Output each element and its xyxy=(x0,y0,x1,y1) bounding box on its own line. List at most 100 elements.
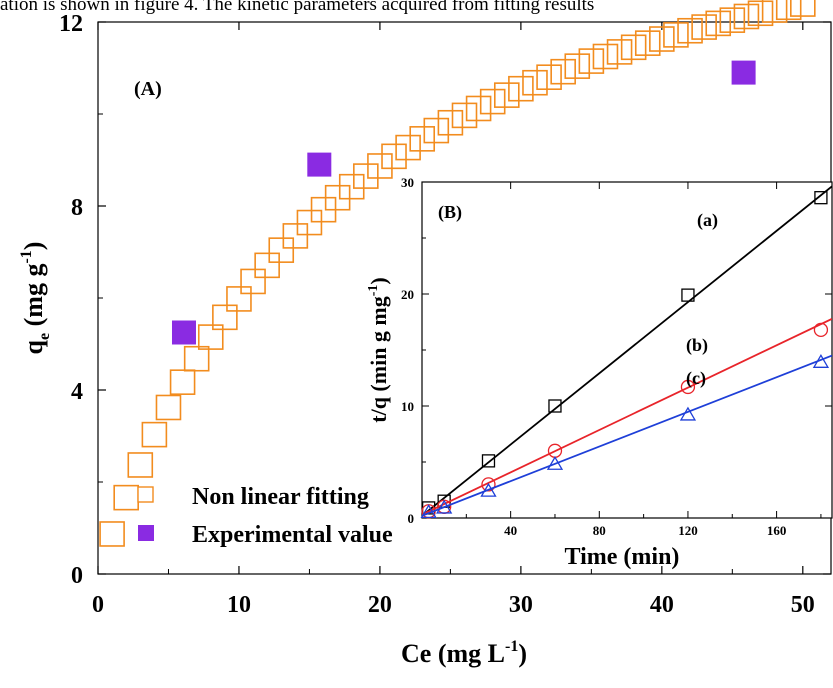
fit-line-a xyxy=(422,185,832,517)
fit-point xyxy=(99,521,125,547)
fit-point xyxy=(536,64,562,90)
series-c-label: (c) xyxy=(686,368,706,389)
series-a-point xyxy=(481,454,496,468)
main-x-tick-label: 40 xyxy=(650,592,674,618)
fit-point xyxy=(155,394,182,421)
fit-point xyxy=(437,109,464,136)
panel-b-label: (B) xyxy=(438,202,462,223)
fit-point xyxy=(479,88,506,115)
fit-point xyxy=(790,0,816,17)
fit-point xyxy=(282,223,309,249)
inset-y-tick-label: 0 xyxy=(408,511,415,526)
series-c-point xyxy=(420,504,437,519)
fit-point xyxy=(141,421,168,448)
fit-line-c xyxy=(422,354,832,517)
legend-exp-label: Experimental value xyxy=(192,522,393,548)
fit-point xyxy=(212,304,238,331)
fit-point xyxy=(423,117,450,144)
panel-a-label: (A) xyxy=(134,78,162,100)
fit-point xyxy=(240,268,266,295)
main-fit-series xyxy=(99,0,816,547)
series-b-label: (b) xyxy=(686,335,708,356)
fit-point xyxy=(493,82,520,108)
fit-point xyxy=(183,345,210,372)
fit-point xyxy=(381,143,407,170)
inset-x-tick-label: 120 xyxy=(678,523,698,538)
main-y-tick-label: 12 xyxy=(59,11,83,37)
fit-point xyxy=(508,75,534,102)
fit-point xyxy=(113,484,139,511)
fit-point xyxy=(409,126,436,152)
series-a-label: (a) xyxy=(697,210,718,231)
fit-point xyxy=(324,184,351,211)
legend-fit-marker xyxy=(137,486,154,503)
series-b-point xyxy=(680,379,696,395)
fit-point xyxy=(775,0,802,21)
fit-point xyxy=(747,0,774,27)
legend-exp-marker xyxy=(138,525,154,541)
inset-y-tick-label: 10 xyxy=(401,399,414,414)
inset-x-tick-label: 40 xyxy=(504,523,517,538)
fit-point xyxy=(663,22,689,48)
fit-point xyxy=(338,173,365,200)
fit-point xyxy=(761,0,788,23)
inset-series xyxy=(420,185,832,519)
legend-fit-label: Non linear fitting xyxy=(192,484,369,510)
main-legend: Non linear fitting Experimental value xyxy=(137,484,393,548)
series-c-point xyxy=(436,499,453,514)
fit-point xyxy=(733,3,760,30)
fit-point xyxy=(649,26,675,52)
main-x-tick-label: 50 xyxy=(791,592,815,618)
series-a-point xyxy=(681,288,695,302)
experimental-point xyxy=(731,60,756,85)
main-x-tick-label: 20 xyxy=(368,592,392,618)
fit-point xyxy=(564,53,591,79)
main-experimental-series xyxy=(171,60,756,345)
fit-point xyxy=(620,34,647,61)
inset-x-axis-label: Time (min) xyxy=(565,544,680,570)
fit-point xyxy=(691,14,717,40)
main-y-tick-label: 8 xyxy=(71,195,83,221)
fit-point xyxy=(296,209,323,236)
inset-x-tick-label: 80 xyxy=(593,523,606,538)
inset-x-tick-label: 160 xyxy=(767,523,787,538)
series-b-point xyxy=(481,477,496,492)
fit-point xyxy=(465,95,492,122)
fit-point xyxy=(677,17,703,44)
series-b-point xyxy=(813,322,829,337)
main-y-axis-label: qe (mg g-1) xyxy=(18,242,53,355)
fit-point xyxy=(550,58,576,85)
fit-point xyxy=(705,10,732,37)
fit-point xyxy=(522,69,548,96)
experimental-point xyxy=(171,320,196,345)
main-x-tick-label: 10 xyxy=(227,592,251,618)
fit-point xyxy=(353,163,379,189)
fit-point xyxy=(395,134,421,161)
main-y-tick-label: 4 xyxy=(71,379,83,405)
series-a-point xyxy=(548,399,562,413)
page-header-text: ation is shown in figure 4. The kinetic … xyxy=(0,0,595,15)
fit-point xyxy=(197,324,224,350)
fit-point xyxy=(719,7,746,33)
fit-point xyxy=(592,43,619,70)
main-x-tick-label: 30 xyxy=(509,592,533,618)
fit-point xyxy=(367,153,393,179)
inset-y-tick-label: 20 xyxy=(401,287,414,302)
fit-point xyxy=(169,369,196,395)
series-c-point xyxy=(812,354,830,368)
fit-point xyxy=(268,237,295,263)
series-c-point xyxy=(546,455,564,470)
series-c-point xyxy=(679,406,697,421)
inset-y-tick-label: 30 xyxy=(401,175,414,190)
fit-point xyxy=(578,48,605,74)
main-x-axis-label: Ce (mg L-1) xyxy=(401,638,527,668)
fit-point xyxy=(254,252,280,279)
fit-point xyxy=(127,452,154,478)
main-y-tick-label: 0 xyxy=(71,563,83,589)
inset-y-axis-label: t/q (min g mg-1) xyxy=(366,277,391,423)
fit-point xyxy=(606,39,633,65)
fit-line-b xyxy=(422,318,832,516)
inset-axes: 40 80 120 160 0 10 20 30 xyxy=(401,175,832,538)
fit-point xyxy=(634,30,661,56)
